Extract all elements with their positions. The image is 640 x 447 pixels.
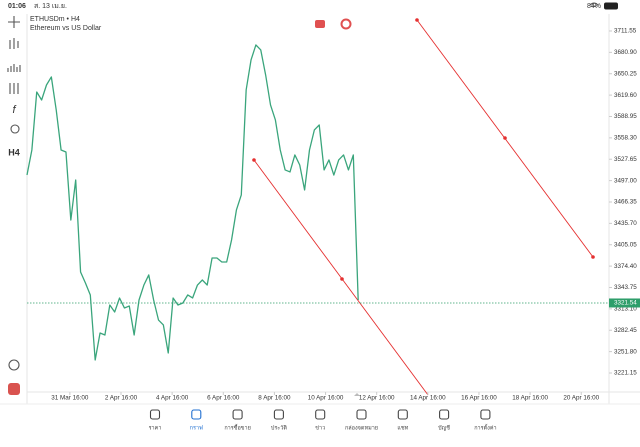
y-tick-label: 3282.45 xyxy=(614,327,637,334)
nav-label[interactable]: ประวัติ xyxy=(271,424,287,431)
nav-icon[interactable] xyxy=(273,409,284,420)
y-tick-label: 3650.25 xyxy=(614,70,637,77)
y-tick-label: 3588.95 xyxy=(614,113,637,120)
nav-icon[interactable] xyxy=(397,409,408,420)
nav-icon[interactable] xyxy=(149,409,161,420)
nav-label[interactable]: กล่องจดหมาย xyxy=(345,425,378,431)
scroll-marker xyxy=(354,393,360,396)
x-tick-label: 31 Mar 16:00 xyxy=(51,395,89,402)
app-logo[interactable] xyxy=(8,383,20,395)
y-tick-label: 3435.70 xyxy=(614,220,637,227)
y-tick-label: 3527.65 xyxy=(614,156,637,163)
nav-icon[interactable] xyxy=(315,409,326,420)
y-tick-label: 3711.55 xyxy=(614,28,637,35)
bottom-nav: ราคา กราฟ การซื้อขาย ประวัติ ข่าว กล่องจดหมาย… xyxy=(149,409,497,431)
x-tick-label: 20 Apr 16:00 xyxy=(563,395,599,402)
status-date: ส. 13 เม.ย. xyxy=(34,3,67,10)
nav-icon[interactable] xyxy=(439,409,450,420)
y-tick-label: 3313.10 xyxy=(614,306,637,313)
x-tick-label: 12 Apr 16:00 xyxy=(359,395,395,402)
nav-icon[interactable] xyxy=(356,409,367,420)
chart-symbol: ETHUSDm • H4 xyxy=(30,16,80,23)
nav-label[interactable]: การตั้งค่า xyxy=(474,423,496,431)
battery-icon xyxy=(604,2,618,10)
trend-handle[interactable] xyxy=(503,136,507,140)
y-tick-label: 3680.90 xyxy=(614,49,637,56)
timeframe-button[interactable]: H4 xyxy=(8,147,20,157)
status-time: 01:06 xyxy=(8,3,26,10)
wifi-icon xyxy=(589,2,599,8)
y-tick-label: 3405.05 xyxy=(614,241,637,248)
candle-tool[interactable] xyxy=(9,38,19,49)
y-tick-label: 3374.40 xyxy=(614,263,637,270)
nav-icon[interactable] xyxy=(232,409,243,420)
x-tick-label: 4 Apr 16:00 xyxy=(156,395,189,402)
trend-handle[interactable] xyxy=(340,277,344,281)
nav-label[interactable]: บัญชี xyxy=(438,424,450,431)
trend-handle[interactable] xyxy=(415,18,419,22)
nav-label[interactable]: ข่าว xyxy=(315,425,325,431)
y-tick-label: 3221.15 xyxy=(614,370,637,377)
nav-icon[interactable] xyxy=(191,409,202,420)
trend-line[interactable] xyxy=(253,159,429,396)
trend-handle[interactable] xyxy=(252,158,256,162)
trend-handle[interactable] xyxy=(591,255,595,259)
y-tick-label: 3619.60 xyxy=(614,92,637,99)
chart-description: Ethereum vs US Dollar xyxy=(30,25,102,32)
function-tool[interactable]: f xyxy=(12,104,16,116)
y-tick-label: 3466.35 xyxy=(614,199,637,206)
price-line xyxy=(26,44,359,361)
shape-tool[interactable] xyxy=(10,124,20,134)
one-click-button[interactable] xyxy=(340,18,352,30)
indicator-tool[interactable] xyxy=(9,83,19,94)
nav-label[interactable]: การซื้อขาย xyxy=(224,423,250,431)
left-toolbar: f H4 xyxy=(7,16,21,395)
y-tick-label: 3558.30 xyxy=(614,135,637,142)
trade-button[interactable] xyxy=(315,20,325,28)
x-tick-label: 8 Apr 16:00 xyxy=(258,395,291,402)
nav-label[interactable]: ราคา xyxy=(149,425,162,431)
search-tool[interactable] xyxy=(8,359,20,371)
nav-icon[interactable] xyxy=(480,409,491,420)
current-price-badge xyxy=(609,298,640,308)
x-tick-label: 18 Apr 16:00 xyxy=(512,395,548,402)
x-tick-label: 10 Apr 16:00 xyxy=(308,395,344,402)
x-tick-label: 14 Apr 16:00 xyxy=(410,395,446,402)
x-tick-label: 6 Apr 16:00 xyxy=(207,395,240,402)
nav-label[interactable]: แชท xyxy=(397,424,408,431)
y-tick-label: 3251.80 xyxy=(614,348,637,355)
bars-tool[interactable] xyxy=(7,64,21,72)
y-tick-label: 3343.75 xyxy=(614,284,637,291)
x-tick-label: 16 Apr 16:00 xyxy=(461,395,497,402)
current-price-label: 3321.54 xyxy=(614,300,637,307)
trend-lines xyxy=(252,18,595,396)
y-tick-label: 3497.00 xyxy=(614,177,637,184)
crosshair-tool[interactable] xyxy=(8,16,20,28)
nav-label[interactable]: กราฟ xyxy=(190,424,203,431)
x-tick-label: 2 Apr 16:00 xyxy=(105,395,138,402)
